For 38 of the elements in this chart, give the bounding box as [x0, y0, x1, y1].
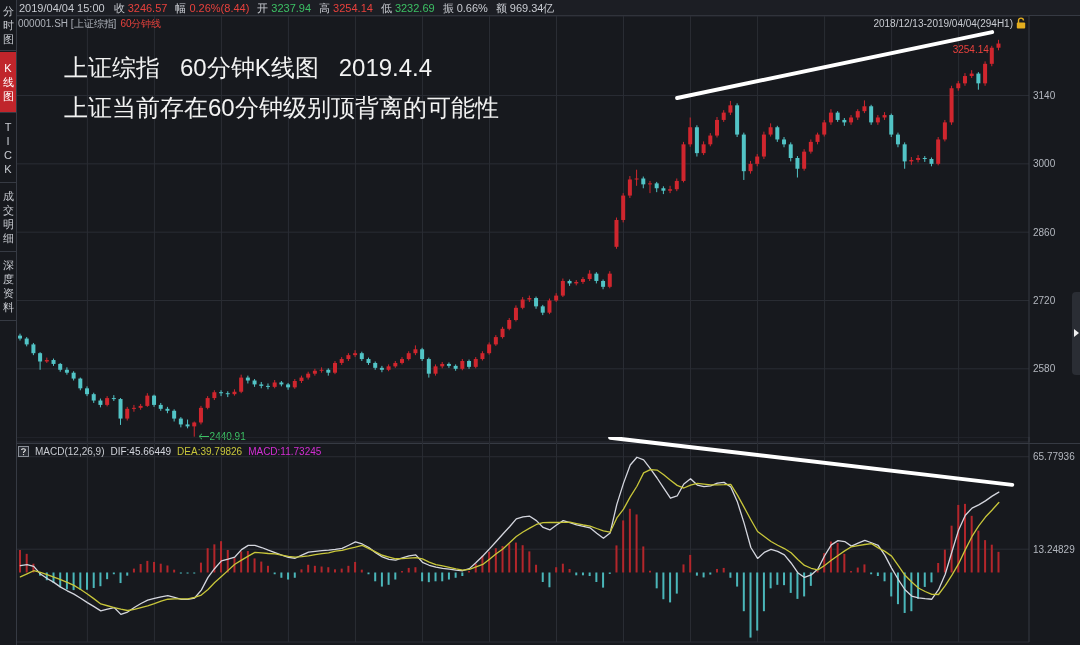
- text: 深度资料: [2, 257, 14, 314]
- y-tick-label: 65.77936: [1033, 451, 1076, 463]
- annotation: 2018/12/13-2019/04/04(294H1): [873, 18, 1013, 29]
- text: 额: [495, 0, 507, 16]
- text: 上证综指 60分钟K线图 2019.4.4: [64, 54, 433, 82]
- text: K线图: [2, 61, 14, 103]
- text: DIF:45.66449: [110, 446, 172, 457]
- text: 低: [380, 0, 392, 16]
- y-tick-label: 2720: [1033, 295, 1056, 307]
- legend-title: MACD(12,26,9): [35, 446, 105, 457]
- text: 3237.94: [271, 2, 312, 14]
- text: 幅: [175, 0, 187, 16]
- annotation: 000001.SH [上证综指]: [18, 18, 117, 29]
- text: 2019/04/04 15:00: [19, 2, 105, 14]
- text: TICK: [4, 119, 12, 176]
- y-tick-label: 3000: [1033, 158, 1056, 170]
- text: 3246.57: [127, 2, 168, 14]
- y-tick-label: 3140: [1033, 90, 1056, 102]
- annotation: 60分钟线: [120, 18, 162, 29]
- annotation: 2440.91: [209, 430, 246, 442]
- y-tick-label: 2860: [1033, 226, 1056, 238]
- text: 开: [257, 0, 269, 16]
- text: 成交明细: [2, 188, 14, 245]
- text: 0.26%(8.44): [189, 2, 250, 14]
- text: 0.66%: [456, 2, 488, 14]
- text: DEA:39.79826: [177, 446, 243, 457]
- y-tick-label: 13.24829: [1033, 543, 1076, 555]
- text: 收: [113, 0, 125, 16]
- text: 3254.14: [333, 2, 373, 14]
- y-tick-label: 2580: [1033, 363, 1056, 375]
- text: 969.34亿: [509, 0, 555, 16]
- text: 分时图: [2, 4, 14, 46]
- text: 上证当前存在60分钟级别顶背离的可能性: [64, 94, 499, 122]
- annotation: 3254.14: [952, 43, 989, 55]
- annotation: MACD:11.73245: [248, 446, 322, 457]
- text: 3232.69: [394, 2, 435, 14]
- text: 振: [442, 0, 454, 16]
- text: 高: [319, 0, 331, 16]
